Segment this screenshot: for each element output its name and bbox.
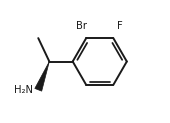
Text: H₂N: H₂N <box>14 85 33 95</box>
Text: F: F <box>117 21 122 31</box>
Polygon shape <box>35 62 49 91</box>
Text: Br: Br <box>76 21 87 31</box>
